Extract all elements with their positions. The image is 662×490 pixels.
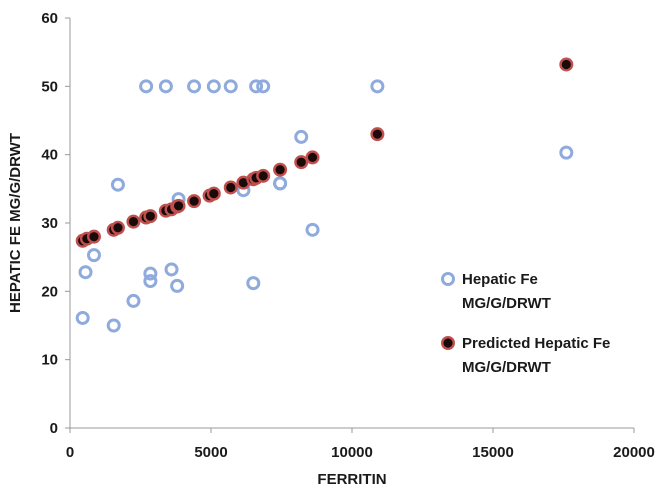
series-1 — [75, 79, 574, 333]
predicted-hepatic-fe-point — [126, 214, 141, 229]
y-tick-label: 20 — [41, 283, 58, 300]
x-tick-label: 10000 — [331, 444, 373, 461]
legend-label: MG/G/DRWT — [462, 359, 551, 376]
predicted-hepatic-fe-point — [273, 162, 288, 177]
y-tick-label: 10 — [41, 352, 58, 369]
legend-marker-predicted-hepatic-fe — [441, 336, 456, 351]
legend: Hepatic Fe MG/G/DRWT Predicted Hepatic Fe M… — [441, 271, 610, 376]
hepatic-fe-point — [86, 248, 101, 263]
legend-label: Hepatic Fe — [462, 271, 538, 288]
hepatic-fe-point — [256, 79, 271, 94]
predicted-hepatic-fe-point — [305, 150, 320, 165]
series-2 — [75, 57, 574, 248]
hepatic-fe-point — [370, 79, 385, 94]
predicted-hepatic-fe-point — [86, 229, 101, 244]
ticks-layer: 0 10 20 30 40 50 60 0 5000 10000 15000 20000 — [41, 10, 655, 461]
y-tick-label: 50 — [41, 78, 58, 95]
x-tick-label: 0 — [66, 444, 74, 461]
predicted-hepatic-fe-point — [256, 168, 271, 183]
y-axis-title: HEPATIC FE MG/G/DRWT — [7, 133, 24, 313]
predicted-hepatic-fe-point — [559, 57, 574, 72]
hepatic-fe-point — [273, 176, 288, 191]
predicted-hepatic-fe-point — [206, 186, 221, 201]
legend-label: MG/G/DRWT — [462, 295, 551, 312]
predicted-hepatic-fe-point — [110, 220, 125, 235]
hepatic-fe-point — [110, 177, 125, 192]
x-tick-label: 5000 — [194, 444, 227, 461]
x-tick-label: 15000 — [472, 444, 514, 461]
hepatic-fe-point — [78, 265, 93, 280]
predicted-hepatic-fe-point — [171, 198, 186, 213]
hepatic-fe-point — [206, 79, 221, 94]
predicted-hepatic-fe-point — [223, 180, 238, 195]
hepatic-fe-point — [164, 262, 179, 277]
predicted-hepatic-fe-point — [143, 209, 158, 224]
hepatic-fe-point — [559, 145, 574, 160]
hepatic-fe-point — [139, 79, 154, 94]
predicted-hepatic-fe-point — [294, 155, 309, 170]
hepatic-fe-point — [106, 318, 121, 333]
y-tick-label: 40 — [41, 147, 58, 164]
points-layer — [75, 57, 574, 333]
y-tick-label: 0 — [50, 420, 58, 437]
x-tick-label: 20000 — [613, 444, 655, 461]
hepatic-fe-point — [294, 129, 309, 144]
hepatic-fe-point — [170, 278, 185, 293]
hepatic-fe-point — [126, 293, 141, 308]
hepatic-fe-point — [249, 79, 264, 94]
hepatic-fe-point — [75, 310, 90, 325]
y-tick-label: 60 — [41, 10, 58, 27]
predicted-hepatic-fe-point — [187, 194, 202, 209]
predicted-hepatic-fe-point — [370, 127, 385, 142]
y-tick-label: 30 — [41, 215, 58, 232]
legend-marker-hepatic-fe — [441, 272, 455, 286]
hepatic-fe-point — [187, 79, 202, 94]
hepatic-fe-point — [143, 266, 158, 281]
hepatic-fe-point — [143, 274, 158, 289]
hepatic-fe-point — [158, 79, 173, 94]
hepatic-fe-point — [223, 79, 238, 94]
legend-label: Predicted Hepatic Fe — [462, 335, 610, 352]
hepatic-fe-point — [305, 222, 320, 237]
x-axis-title: FERRITIN — [317, 471, 386, 488]
hepatic-fe-point — [246, 276, 261, 291]
